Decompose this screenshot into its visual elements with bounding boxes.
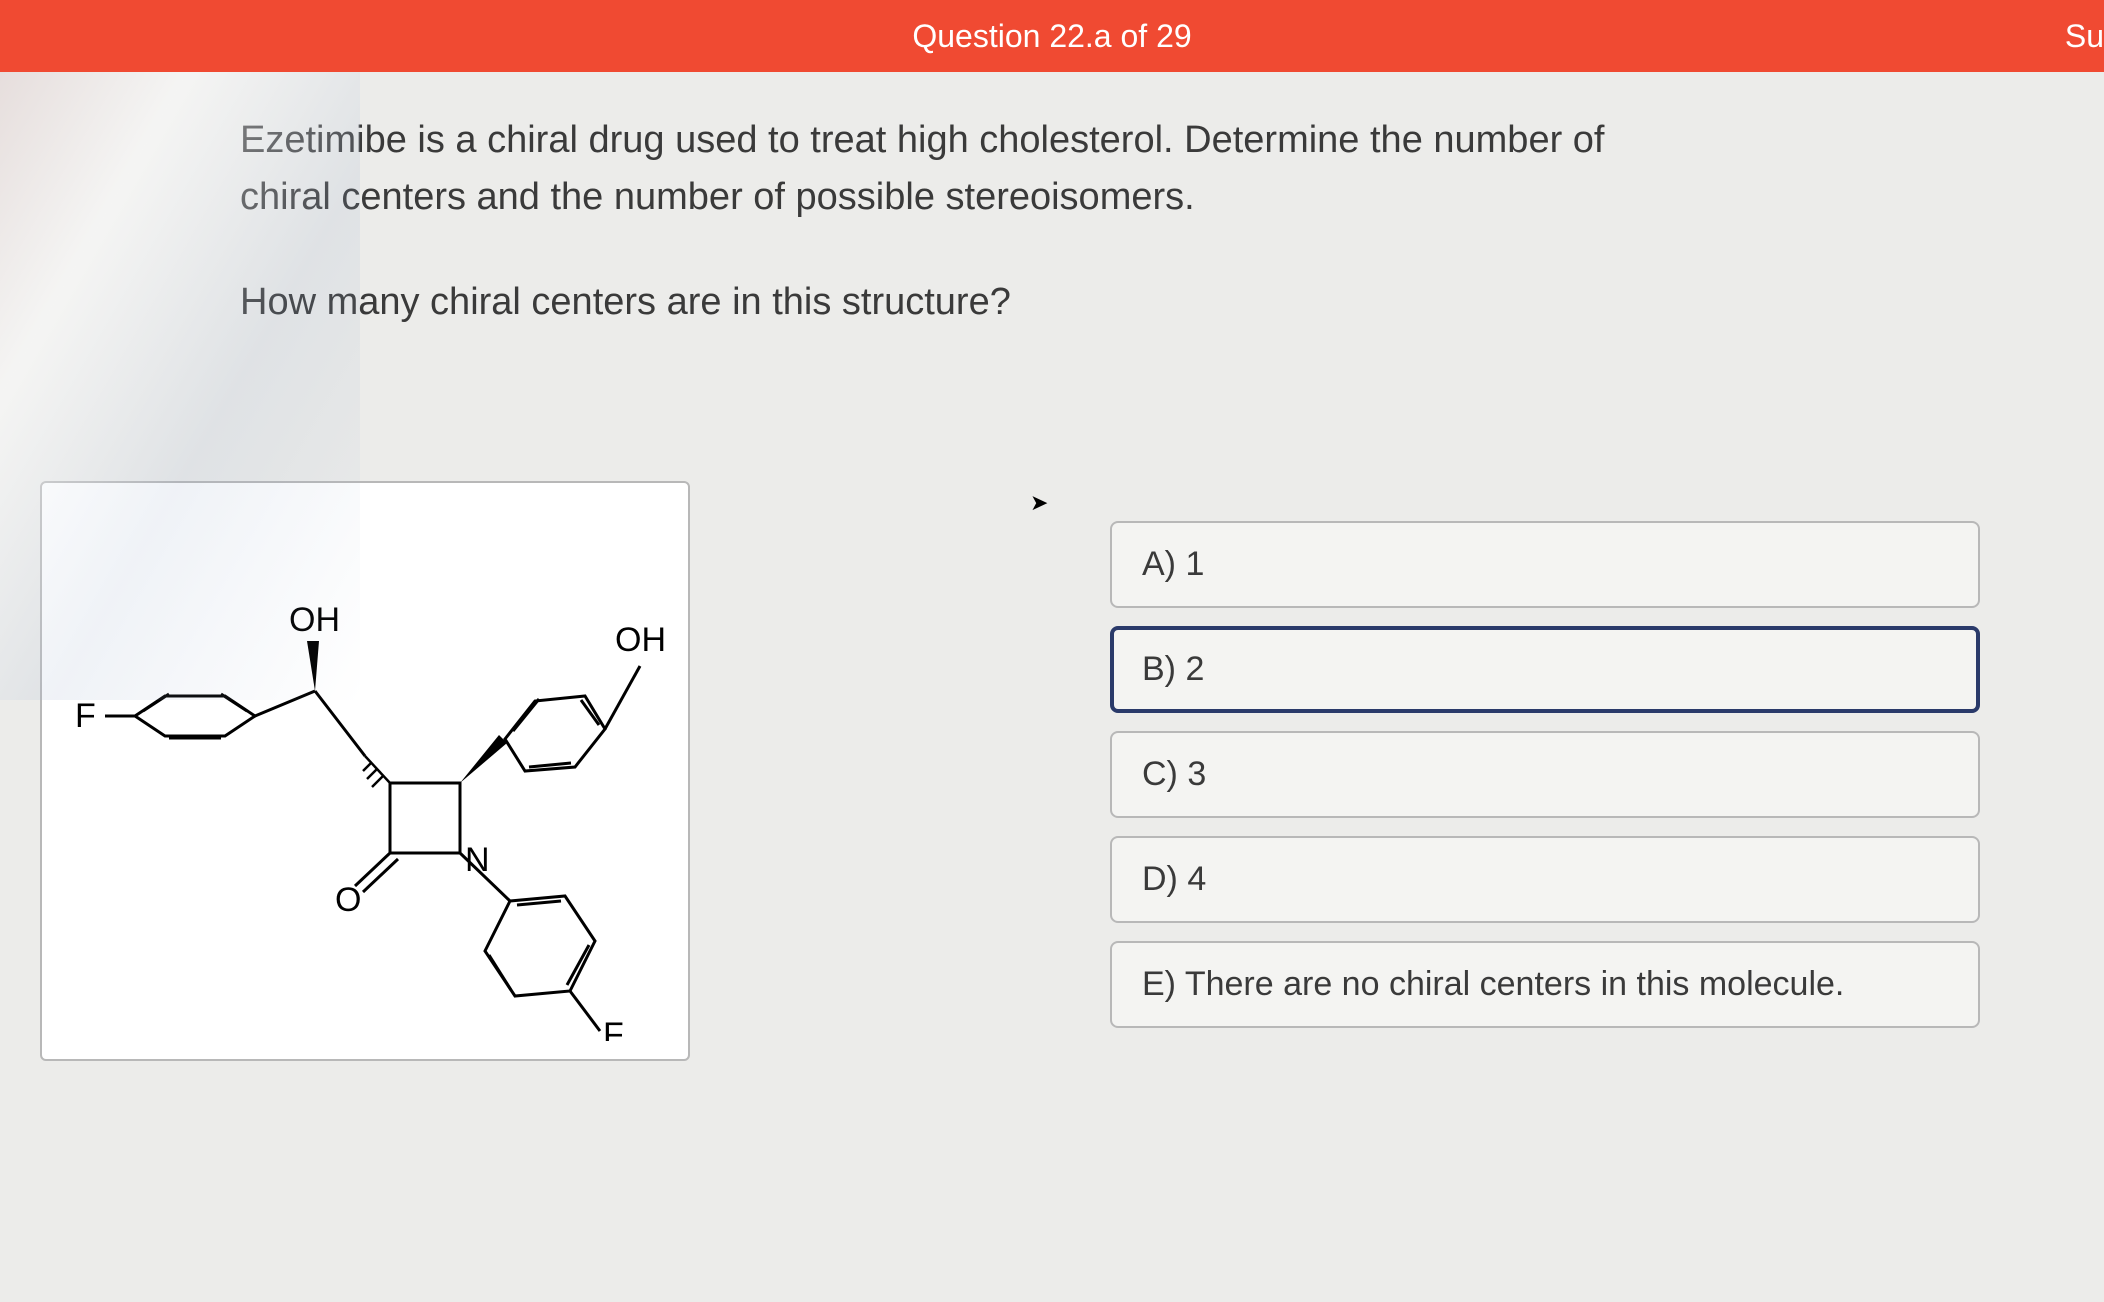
answer-option-d[interactable]: D) 4 xyxy=(1110,836,1980,923)
question-body: F OH OH N O F A) 1 B) 2 C) 3 D) 4 E) The… xyxy=(40,481,2064,1061)
answer-option-a[interactable]: A) 1 xyxy=(1110,521,1980,608)
label-f-left: F xyxy=(75,697,96,735)
label-f-bottom: F xyxy=(603,1016,624,1041)
label-o: O xyxy=(335,881,361,919)
answer-option-c[interactable]: C) 3 xyxy=(1110,731,1980,818)
answer-option-e[interactable]: E) There are no chiral centers in this m… xyxy=(1110,941,1980,1028)
question-counter: Question 22.a of 29 xyxy=(912,18,1191,55)
label-oh-right: OH xyxy=(615,621,666,659)
question-content: Ezetimibe is a chiral drug used to treat… xyxy=(0,72,2104,1101)
question-header: Question 22.a of 29 Su xyxy=(0,0,2104,72)
question-prompt-text: How many chiral centers are in this stru… xyxy=(240,274,2064,331)
label-oh-left: OH xyxy=(289,601,340,639)
answer-list: A) 1 B) 2 C) 3 D) 4 E) There are no chir… xyxy=(1110,521,1980,1028)
submit-partial-label[interactable]: Su xyxy=(2065,0,2104,72)
label-n: N xyxy=(465,841,490,879)
ezetimibe-structure-icon: F OH OH N O F xyxy=(55,501,675,1041)
answer-option-b[interactable]: B) 2 xyxy=(1110,626,1980,713)
question-intro-text: Ezetimibe is a chiral drug used to treat… xyxy=(240,112,1640,226)
molecule-structure-box: F OH OH N O F xyxy=(40,481,690,1061)
